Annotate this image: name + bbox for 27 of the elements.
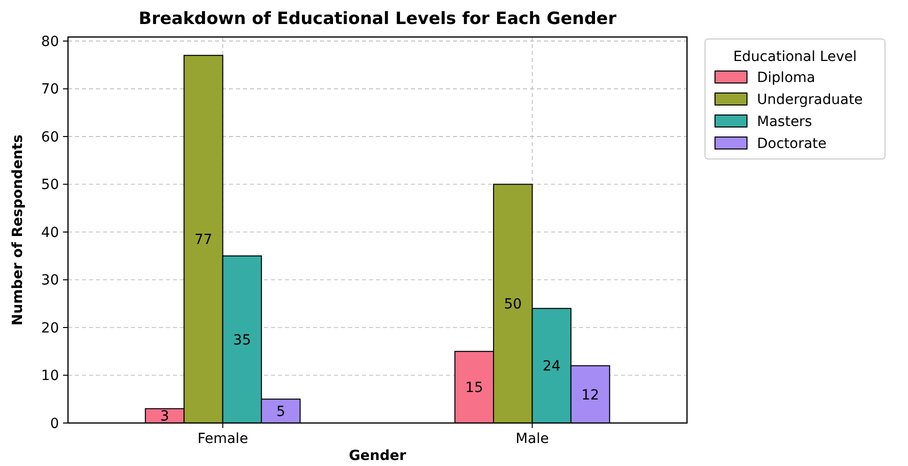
- legend-label: Undergraduate: [757, 92, 863, 108]
- data-label: 5: [276, 404, 286, 420]
- y-tick-label: 20: [41, 320, 59, 336]
- data-label: 15: [465, 380, 484, 396]
- chart-title: Breakdown of Educational Levels for Each Gender: [138, 9, 617, 29]
- legend-label: Diploma: [757, 70, 816, 86]
- y-tick-label: 10: [41, 368, 59, 384]
- y-tick-label: 50: [41, 177, 59, 194]
- data-label: 24: [542, 358, 561, 375]
- y-tick-label: 70: [41, 82, 59, 98]
- legend-title: Educational Level: [733, 49, 857, 65]
- y-tick-label: 60: [41, 129, 59, 146]
- data-label: 3: [160, 408, 170, 425]
- data-label: 77: [194, 232, 212, 248]
- x-tick-label: Female: [197, 431, 248, 447]
- y-axis-title: Number of Respondents: [10, 134, 26, 326]
- y-tick-label: 80: [41, 34, 59, 50]
- legend-label: Doctorate: [757, 136, 827, 152]
- data-label: 12: [581, 387, 600, 404]
- data-label: 50: [504, 296, 522, 313]
- y-tick-label: 0: [50, 416, 59, 432]
- x-axis-title: Gender: [348, 448, 406, 464]
- y-tick-label: 30: [41, 272, 59, 289]
- x-tick-label: Male: [516, 431, 549, 447]
- y-tick-label: 40: [41, 224, 59, 241]
- data-label: 35: [233, 332, 252, 348]
- legend-label: Masters: [757, 114, 812, 130]
